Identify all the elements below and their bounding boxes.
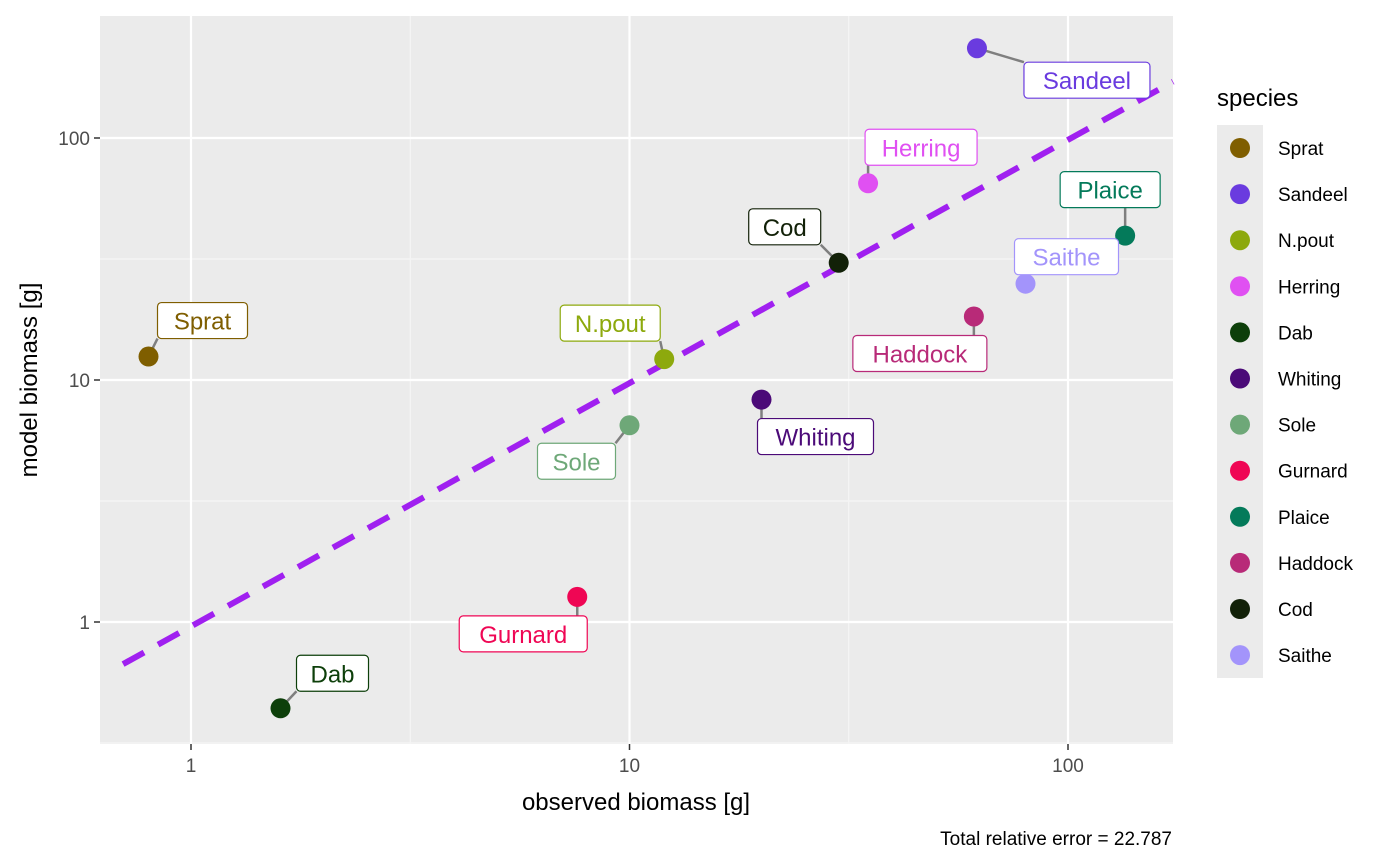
point-labels: Sprat Sandeel N.pout Herring Dab Whiting Sole G… (156, 61, 1161, 692)
point-haddock (963, 306, 984, 327)
point-label-npout: N.pout (575, 311, 646, 338)
x-axis-title: observed biomass [g] (522, 789, 750, 816)
point-label-box-cod (748, 208, 822, 246)
legend-title: species (1217, 85, 1298, 112)
point-label-sandeel: Sandeel (1043, 68, 1131, 95)
x-tick-label: 1 (186, 756, 197, 777)
legend-key-npout (1230, 230, 1250, 251)
caption-total-relative-error: Total relative error = 22.787 (940, 829, 1172, 850)
legend-key-saithe (1230, 645, 1250, 666)
legend-label-gurnard: Gurnard (1278, 462, 1348, 483)
point-label-box-plaice (1059, 171, 1161, 209)
point-label-haddock: Haddock (872, 341, 968, 368)
legend-key-sprat (1230, 138, 1250, 158)
point-label-sole: Sole (552, 449, 600, 476)
point-label-plaice: Plaice (1077, 178, 1142, 205)
identity-reference-line (121, 79, 1175, 667)
point-herring (858, 173, 879, 194)
point-label-box-saithe (1013, 238, 1120, 276)
point-label-box-sprat (156, 301, 249, 340)
point-label-sprat: Sprat (174, 309, 232, 336)
legend-label-sandeel: Sandeel (1278, 185, 1348, 206)
legend-label-sprat: Sprat (1278, 139, 1324, 160)
point-label-herring: Herring (882, 135, 961, 162)
legend-key-sole (1230, 414, 1250, 435)
y-tick-label: 100 (58, 129, 90, 150)
point-gurnard (567, 586, 588, 607)
legend-label-plaice: Plaice (1278, 508, 1330, 529)
point-label-box-haddock (852, 334, 988, 373)
point-sprat (138, 346, 159, 367)
point-label-whiting: Whiting (775, 425, 855, 452)
point-label-saithe: Saithe (1032, 245, 1100, 272)
point-label-box-sandeel (1023, 61, 1151, 99)
legend-key-background (1217, 125, 1263, 678)
x-tick-label: 10 (619, 756, 640, 777)
legend-label-haddock: Haddock (1278, 554, 1353, 575)
legend-label-sole: Sole (1278, 416, 1316, 437)
legend-key-gurnard (1230, 460, 1250, 481)
y-axis-title: model biomass [g] (16, 283, 43, 478)
y-tick-label: 1 (79, 613, 90, 634)
y-tick-label: 10 (69, 371, 90, 392)
point-plaice (1115, 225, 1136, 246)
legend-key-cod (1230, 599, 1250, 619)
point-label-dab: Dab (310, 661, 354, 688)
point-label-cod: Cod (763, 215, 807, 242)
point-label-box-gurnard (458, 615, 588, 653)
legend-key-dab (1230, 322, 1250, 343)
legend-key-herring (1230, 276, 1250, 297)
point-sandeel (966, 38, 987, 59)
point-dab (270, 698, 291, 719)
legend-label-whiting: Whiting (1278, 370, 1341, 391)
point-sole (619, 415, 640, 436)
legend-label-dab: Dab (1278, 323, 1313, 344)
legend-label-herring: Herring (1278, 277, 1340, 298)
point-label-box-dab (295, 654, 370, 692)
legend-label-npout: N.pout (1278, 231, 1335, 252)
point-label-box-herring (864, 128, 978, 166)
legend-label-saithe: Saithe (1278, 646, 1332, 667)
point-label-gurnard: Gurnard (479, 622, 567, 649)
legend-key-whiting (1230, 368, 1250, 389)
point-cod (828, 252, 849, 273)
legend-key-plaice (1230, 506, 1250, 527)
x-axis: 1 10 100 (186, 744, 1084, 777)
point-whiting (751, 389, 772, 410)
point-npout (654, 349, 675, 370)
point-label-box-sole (536, 442, 617, 480)
y-axis: 1 10 100 (58, 129, 100, 634)
point-saithe (1015, 273, 1036, 294)
data-points (138, 38, 1136, 719)
x-tick-label: 100 (1052, 756, 1084, 777)
legend-key-sandeel (1230, 184, 1250, 205)
legend: Sprat Sandeel N.pout Herring Dab Whiting Sole G… (1217, 125, 1353, 678)
legend-key-haddock (1230, 552, 1250, 573)
legend-label-cod: Cod (1278, 600, 1313, 621)
point-label-box-whiting (756, 417, 875, 456)
point-label-box-npout (559, 304, 661, 342)
